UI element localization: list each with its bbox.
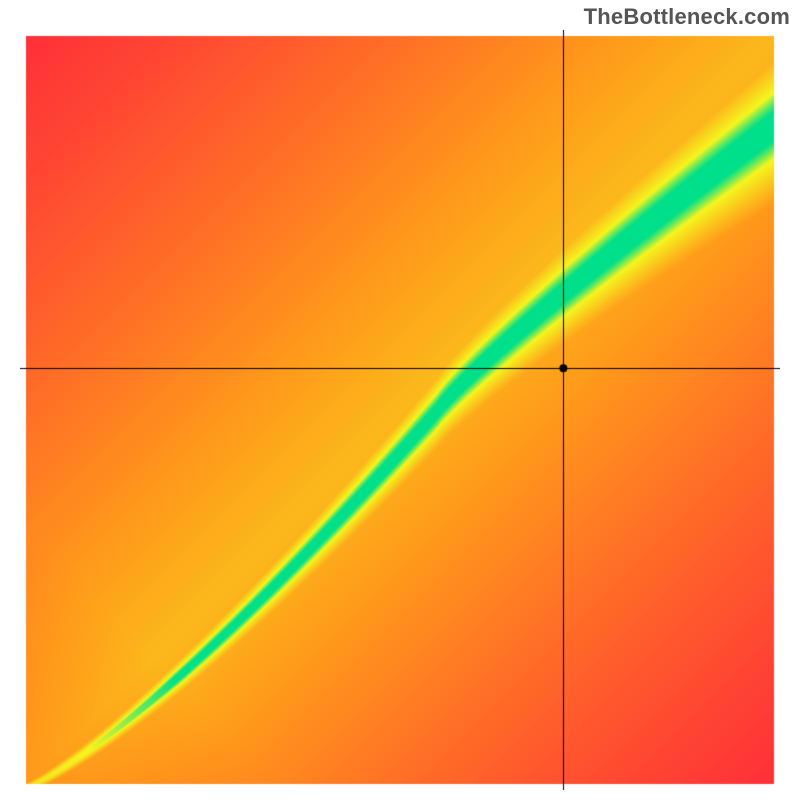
watermark-text: TheBottleneck.com <box>584 4 790 30</box>
heatmap-canvas <box>20 30 780 790</box>
heatmap-plot <box>20 30 780 790</box>
